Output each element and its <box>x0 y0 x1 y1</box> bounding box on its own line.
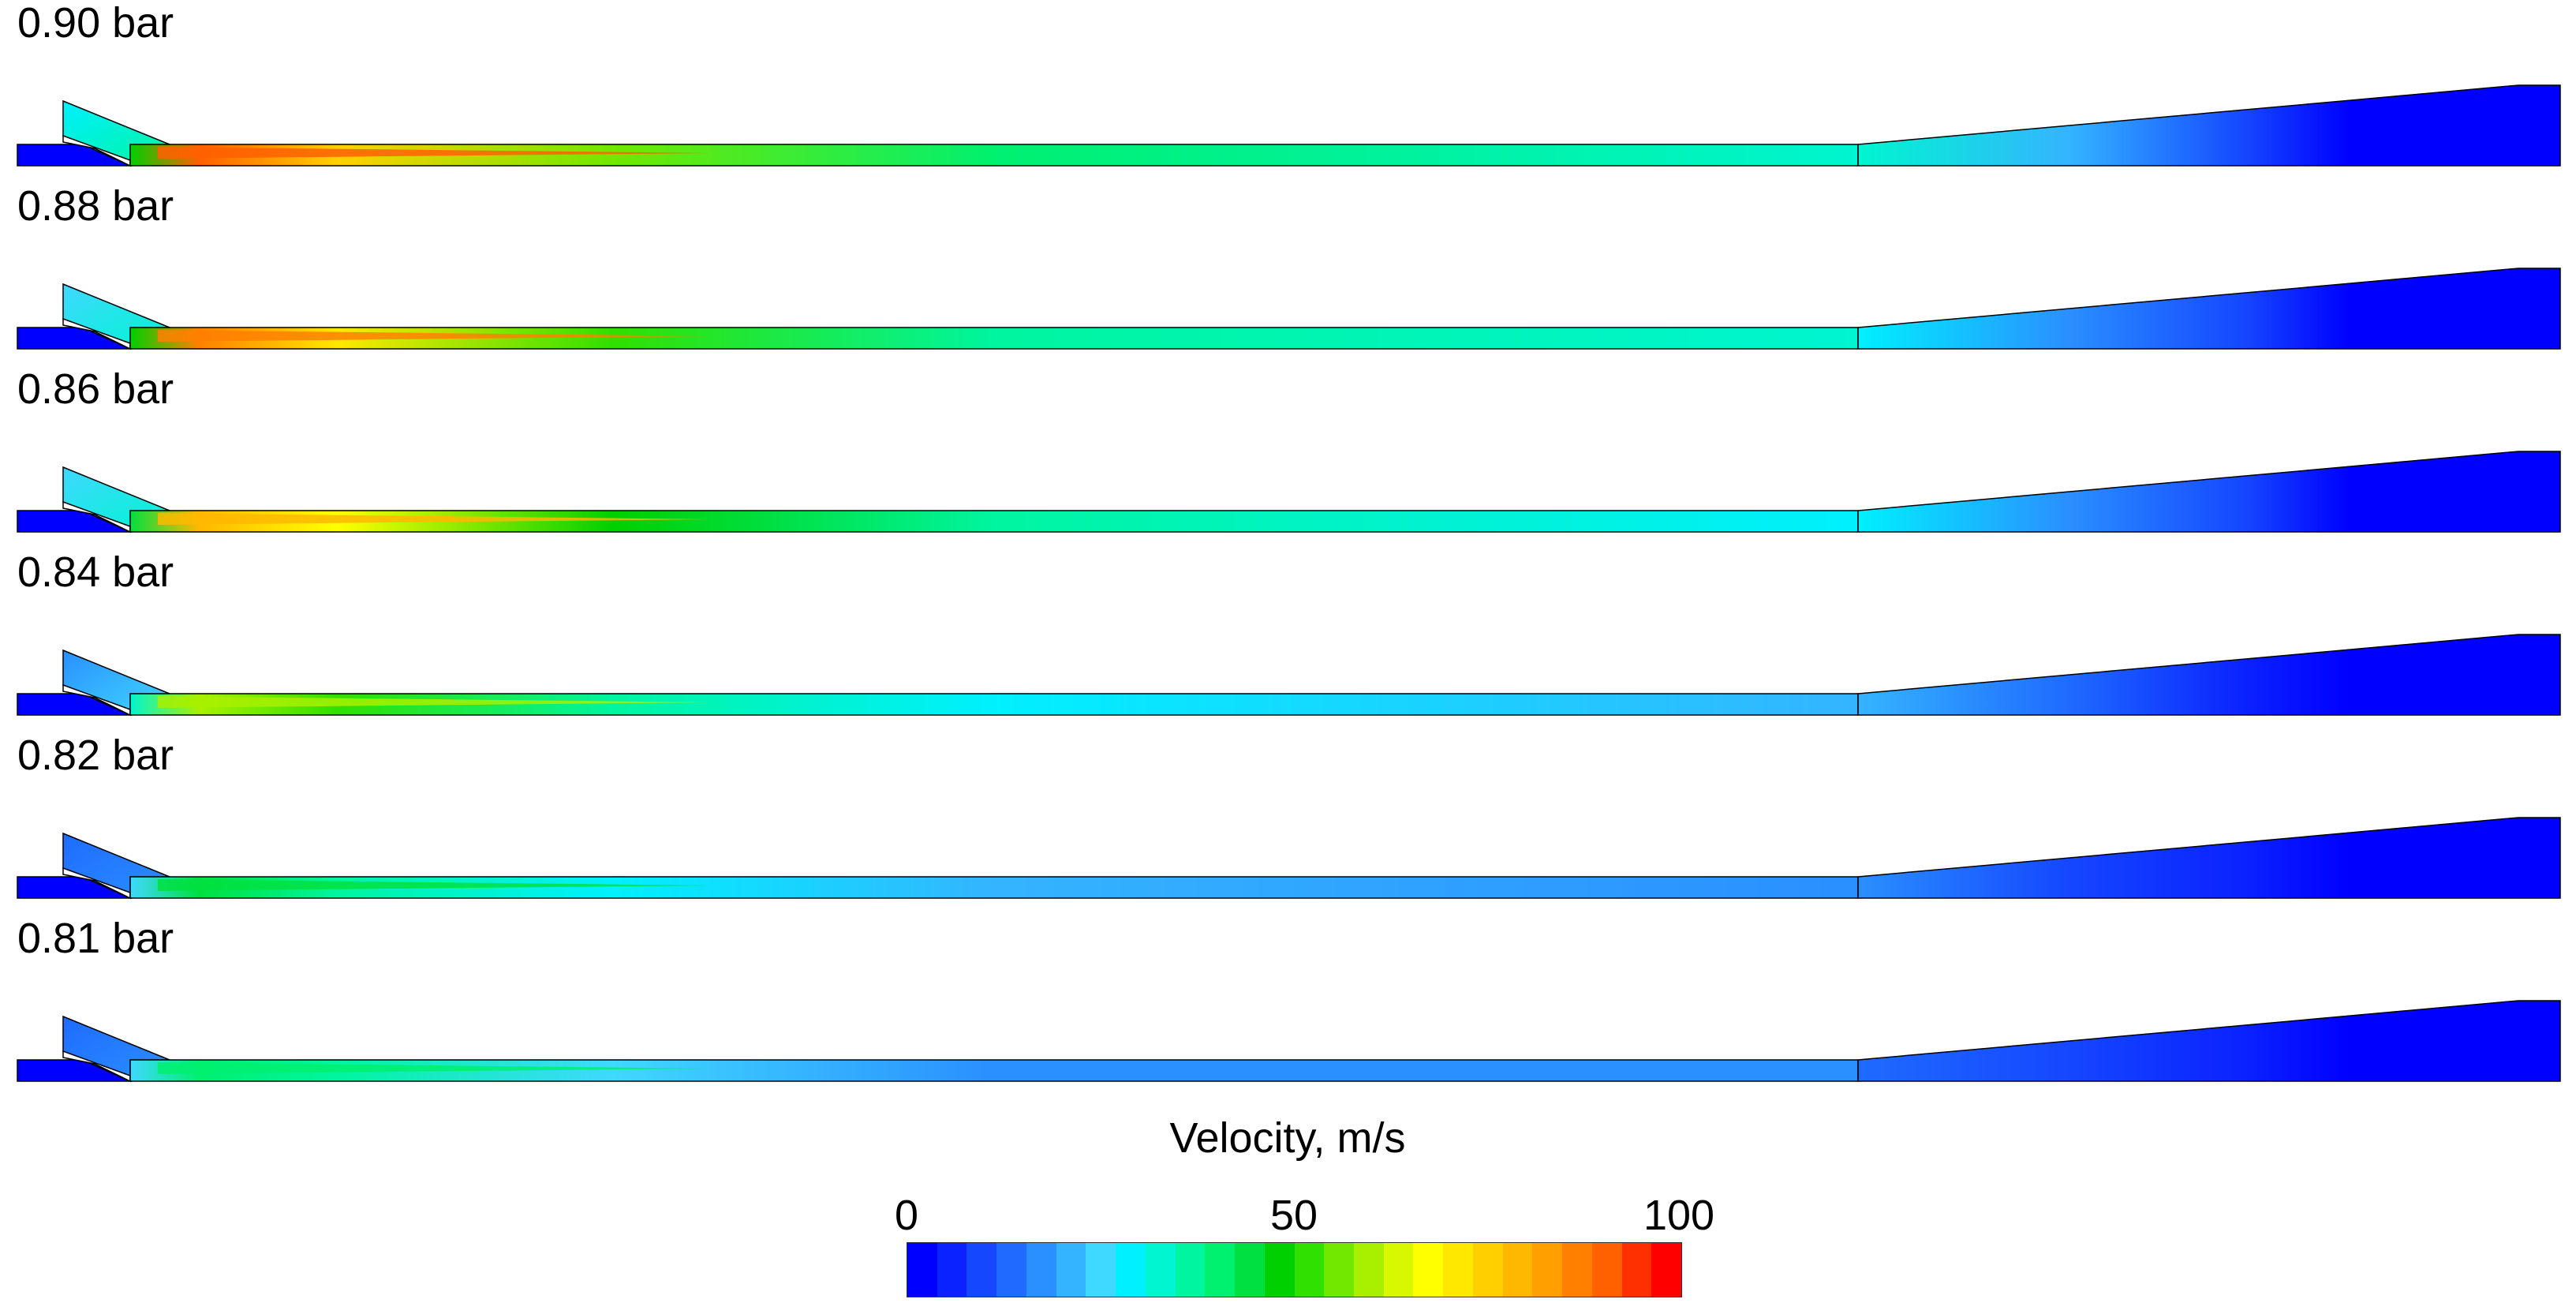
colorbar-bin <box>1264 1243 1295 1297</box>
contour-panel: 0.84 bar <box>0 549 2576 732</box>
colorbar-bin <box>1472 1243 1503 1297</box>
legend-tick-min: 0 <box>894 1192 919 1239</box>
colorbar-bin <box>1235 1243 1265 1297</box>
jet-core <box>158 696 710 708</box>
colorbar-bin <box>1413 1243 1444 1297</box>
diffuser <box>1857 268 2561 350</box>
contour-panel: 0.86 bar <box>0 366 2576 549</box>
nozzle-wall <box>62 1050 131 1083</box>
colorbar-bin <box>1562 1243 1592 1297</box>
colorbar-bin <box>996 1243 1026 1297</box>
velocity-contour-plot <box>17 634 2561 717</box>
velocity-contour-plot <box>17 268 2561 350</box>
velocity-contour-plot <box>17 84 2561 167</box>
contour-panel: 0.90 bar <box>0 0 2576 183</box>
colorbar-bin <box>1383 1243 1414 1297</box>
velocity-colorbar <box>907 1242 1682 1297</box>
nozzle-wall <box>62 867 131 900</box>
jet-core <box>158 513 710 525</box>
colorbar-bin <box>1591 1243 1622 1297</box>
colorbar-bin <box>1532 1243 1563 1297</box>
legend-title: Velocity, m/s <box>1169 1114 1406 1162</box>
contour-panel: 0.82 bar <box>0 732 2576 915</box>
contour-panel: 0.81 bar <box>0 915 2576 1099</box>
colorbar-bin <box>1175 1243 1206 1297</box>
nozzle-wall <box>62 317 131 350</box>
legend-tick-max: 100 <box>1643 1192 1715 1239</box>
panel-pressure-label: 0.81 bar <box>17 915 174 962</box>
colorbar-bin <box>1294 1243 1325 1297</box>
jet-core <box>158 1062 710 1074</box>
colorbar-bin <box>1324 1243 1355 1297</box>
colorbar-bin <box>1502 1243 1533 1297</box>
diffuser <box>1857 817 2561 899</box>
velocity-contour-plot <box>17 451 2561 533</box>
nozzle-wall <box>62 134 131 167</box>
colorbar-bin <box>907 1243 937 1297</box>
colorbar-bin <box>1116 1243 1146 1297</box>
colorbar-bin <box>1443 1243 1473 1297</box>
panel-pressure-label: 0.88 bar <box>17 182 174 230</box>
colorbar-bin <box>1086 1243 1116 1297</box>
colorbar-bin <box>1056 1243 1086 1297</box>
colorbar-bin <box>966 1243 997 1297</box>
panel-pressure-label: 0.84 bar <box>17 548 174 596</box>
jet-core <box>158 330 710 342</box>
legend-tick-mid: 50 <box>1269 1192 1318 1239</box>
colorbar-bin <box>1621 1243 1652 1297</box>
colorbar-bin <box>937 1243 967 1297</box>
colorbar-bin <box>1026 1243 1056 1297</box>
colorbar-bin <box>1205 1243 1236 1297</box>
diffuser <box>1857 634 2561 716</box>
colorbar-bin <box>1145 1243 1176 1297</box>
panel-pressure-label: 0.82 bar <box>17 732 174 779</box>
contour-panel: 0.88 bar <box>0 183 2576 366</box>
velocity-contour-plot <box>17 817 2561 900</box>
panel-pressure-label: 0.86 bar <box>17 365 174 413</box>
nozzle-wall <box>62 500 131 533</box>
colorbar-bin <box>1651 1243 1682 1297</box>
diffuser <box>1857 84 2561 167</box>
diffuser <box>1857 451 2561 533</box>
panel-pressure-label: 0.90 bar <box>17 0 174 47</box>
nozzle-wall <box>62 683 131 717</box>
colorbar-bin <box>1354 1243 1384 1297</box>
jet-core <box>158 879 710 891</box>
jet-core <box>158 147 710 159</box>
diffuser <box>1857 1000 2561 1082</box>
velocity-contour-plot <box>17 1000 2561 1083</box>
